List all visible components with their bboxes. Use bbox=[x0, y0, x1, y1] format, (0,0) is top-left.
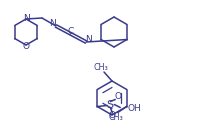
Text: CH₃: CH₃ bbox=[94, 64, 108, 72]
Text: O: O bbox=[109, 111, 116, 120]
Text: OH: OH bbox=[127, 104, 141, 113]
Text: C: C bbox=[68, 27, 74, 36]
Text: N: N bbox=[86, 36, 92, 44]
Text: O: O bbox=[22, 42, 30, 51]
Text: N: N bbox=[50, 20, 56, 29]
Text: S: S bbox=[107, 100, 114, 109]
Text: CH₃: CH₃ bbox=[108, 113, 123, 122]
Text: N: N bbox=[23, 14, 29, 23]
Text: O: O bbox=[115, 92, 122, 101]
